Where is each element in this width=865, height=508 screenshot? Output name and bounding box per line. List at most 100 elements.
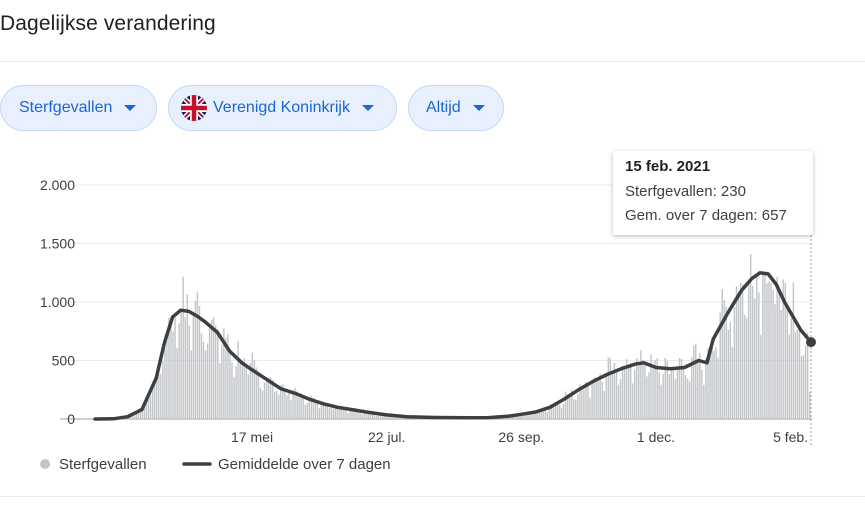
daily-bar [131, 415, 134, 419]
daily-bar [361, 414, 363, 419]
daily-bar [267, 377, 270, 419]
daily-bar [202, 341, 205, 419]
daily-bar [192, 314, 195, 419]
daily-bar [292, 390, 294, 419]
daily-bar [798, 325, 801, 419]
daily-bar [294, 387, 296, 419]
daily-bar [353, 409, 355, 419]
daily-bar [280, 385, 282, 419]
y-tick-label: 1.500 [40, 236, 75, 252]
page-title: Dagelijkse verandering [0, 12, 216, 35]
daily-bar [593, 377, 595, 419]
daily-bar [166, 332, 168, 419]
daily-bar [310, 395, 313, 419]
daily-bar [745, 317, 748, 419]
country-dropdown[interactable]: Verenigd Koninkrijk [168, 85, 397, 131]
daily-bar [772, 290, 774, 419]
daily-bar [351, 409, 353, 419]
daily-bar [204, 350, 207, 419]
daily-bar [371, 412, 374, 419]
daily-bar [544, 409, 546, 419]
daily-bar [591, 382, 593, 419]
daily-bar [725, 306, 727, 419]
legend-line-label: Gemiddelde over 7 dagen [218, 456, 391, 473]
daily-bar [389, 416, 392, 419]
chart-tooltip: 15 feb. 2021 Sterfgevallen: 230 Gem. ove… [613, 151, 813, 235]
daily-bar [184, 317, 186, 419]
daily-bar [656, 358, 658, 419]
daily-bar [243, 358, 245, 419]
daily-bar [632, 383, 634, 419]
daily-bar [247, 374, 249, 419]
daily-bar [707, 348, 709, 419]
daily-bar [711, 344, 713, 419]
daily-bar [306, 403, 308, 419]
daily-bar [735, 286, 738, 419]
daily-bar [139, 408, 142, 419]
daily-bar [164, 348, 166, 419]
daily-bar [701, 369, 703, 419]
daily-bar [212, 317, 215, 419]
daily-bar [263, 382, 266, 419]
daily-bar [237, 341, 239, 419]
daily-bar [733, 307, 736, 419]
daily-bar [526, 413, 528, 419]
daily-bar [778, 290, 780, 419]
daily-bar [249, 362, 252, 419]
daily-bar [605, 374, 607, 419]
daily-bar [601, 381, 603, 419]
daily-bar [623, 369, 626, 419]
daily-bar [304, 404, 306, 419]
daily-bar [599, 373, 601, 419]
daily-bar [540, 409, 542, 419]
daily-bar [221, 344, 223, 419]
daily-bar [636, 358, 638, 419]
daily-bar [180, 312, 182, 419]
y-tick-label: 1.000 [40, 294, 75, 310]
x-tick-label: 26 sep. [498, 429, 544, 445]
daily-bar [764, 274, 766, 419]
daily-bar [524, 412, 526, 419]
daily-change-chart[interactable]: 0 500 1.000 1.500 2.000 17 mei 22 jul. 26 sep. 1… [0, 140, 865, 480]
daily-bar [239, 363, 241, 419]
daily-bar [570, 389, 573, 419]
daily-bar [542, 407, 544, 419]
daily-bar [296, 391, 298, 419]
daily-bar [223, 328, 225, 419]
period-dropdown[interactable]: Altijd [408, 85, 504, 131]
daily-bar [141, 407, 144, 419]
uk-flag-icon [181, 95, 207, 121]
daily-bar [595, 377, 597, 419]
bottom-divider [0, 496, 865, 497]
daily-bar [713, 350, 715, 419]
daily-bar [658, 372, 660, 419]
daily-bar [804, 345, 807, 419]
daily-bar [206, 343, 209, 419]
daily-bar [646, 376, 648, 419]
tooltip-cases: Sterfgevallen: 230 [625, 183, 746, 200]
daily-bar [808, 392, 811, 419]
daily-bar [328, 407, 331, 419]
daily-bar [607, 357, 610, 419]
daily-bar [585, 381, 587, 419]
daily-bar [589, 397, 591, 419]
daily-bar [245, 365, 247, 419]
daily-bar [627, 364, 630, 419]
daily-bar [664, 357, 666, 419]
daily-bar [314, 399, 317, 419]
daily-bar [719, 312, 721, 419]
daily-bar [383, 414, 386, 419]
daily-bar [339, 406, 341, 419]
daily-bar [363, 411, 365, 419]
daily-bar [341, 409, 343, 419]
daily-bar [613, 362, 616, 419]
daily-bar [666, 360, 669, 419]
daily-bar [170, 325, 172, 419]
metric-dropdown[interactable]: Sterfgevallen [0, 85, 157, 131]
daily-bar [597, 381, 599, 419]
daily-bar [762, 274, 764, 419]
daily-bar [579, 384, 581, 419]
daily-bar [721, 288, 723, 419]
daily-bar [782, 279, 784, 419]
daily-bar [566, 394, 569, 419]
